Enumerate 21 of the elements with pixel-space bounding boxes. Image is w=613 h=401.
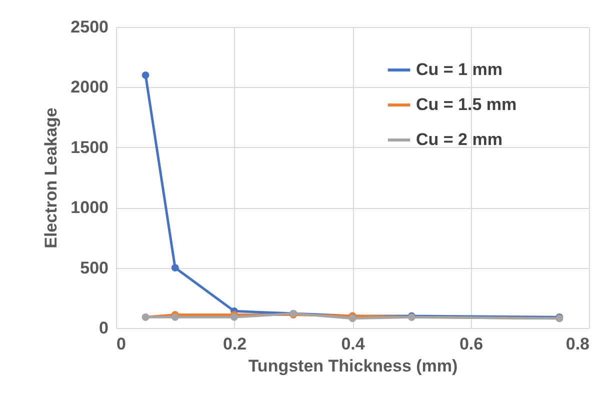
x-axis-title: Tungsten Thickness (mm) <box>248 356 458 376</box>
y-tick-label: 2000 <box>70 78 108 97</box>
point <box>171 313 179 321</box>
x-tick-label: 0.6 <box>459 334 484 354</box>
legend-label: Cu = 2 mm <box>416 130 502 149</box>
y-tick-label: 1000 <box>70 198 108 218</box>
y-tick-label: 0 <box>99 318 108 338</box>
x-tick-label: 0.2 <box>222 334 247 354</box>
point <box>142 71 150 79</box>
y-tick-label: 1500 <box>70 138 108 157</box>
legend-label: Cu = 1.5 mm <box>416 95 517 114</box>
y-tick-label: 2500 <box>70 18 108 36</box>
y-axis-title: Electron Leakage <box>42 108 61 248</box>
point <box>171 264 179 272</box>
point <box>230 313 238 321</box>
legend-label: Cu = 1 mm <box>416 60 502 79</box>
point <box>348 314 356 322</box>
x-tick-label: 0.4 <box>341 334 366 354</box>
x-tick-label: 0 <box>116 334 126 354</box>
y-tick-label: 500 <box>80 258 108 278</box>
x-tick-label: 0.8 <box>566 334 590 354</box>
